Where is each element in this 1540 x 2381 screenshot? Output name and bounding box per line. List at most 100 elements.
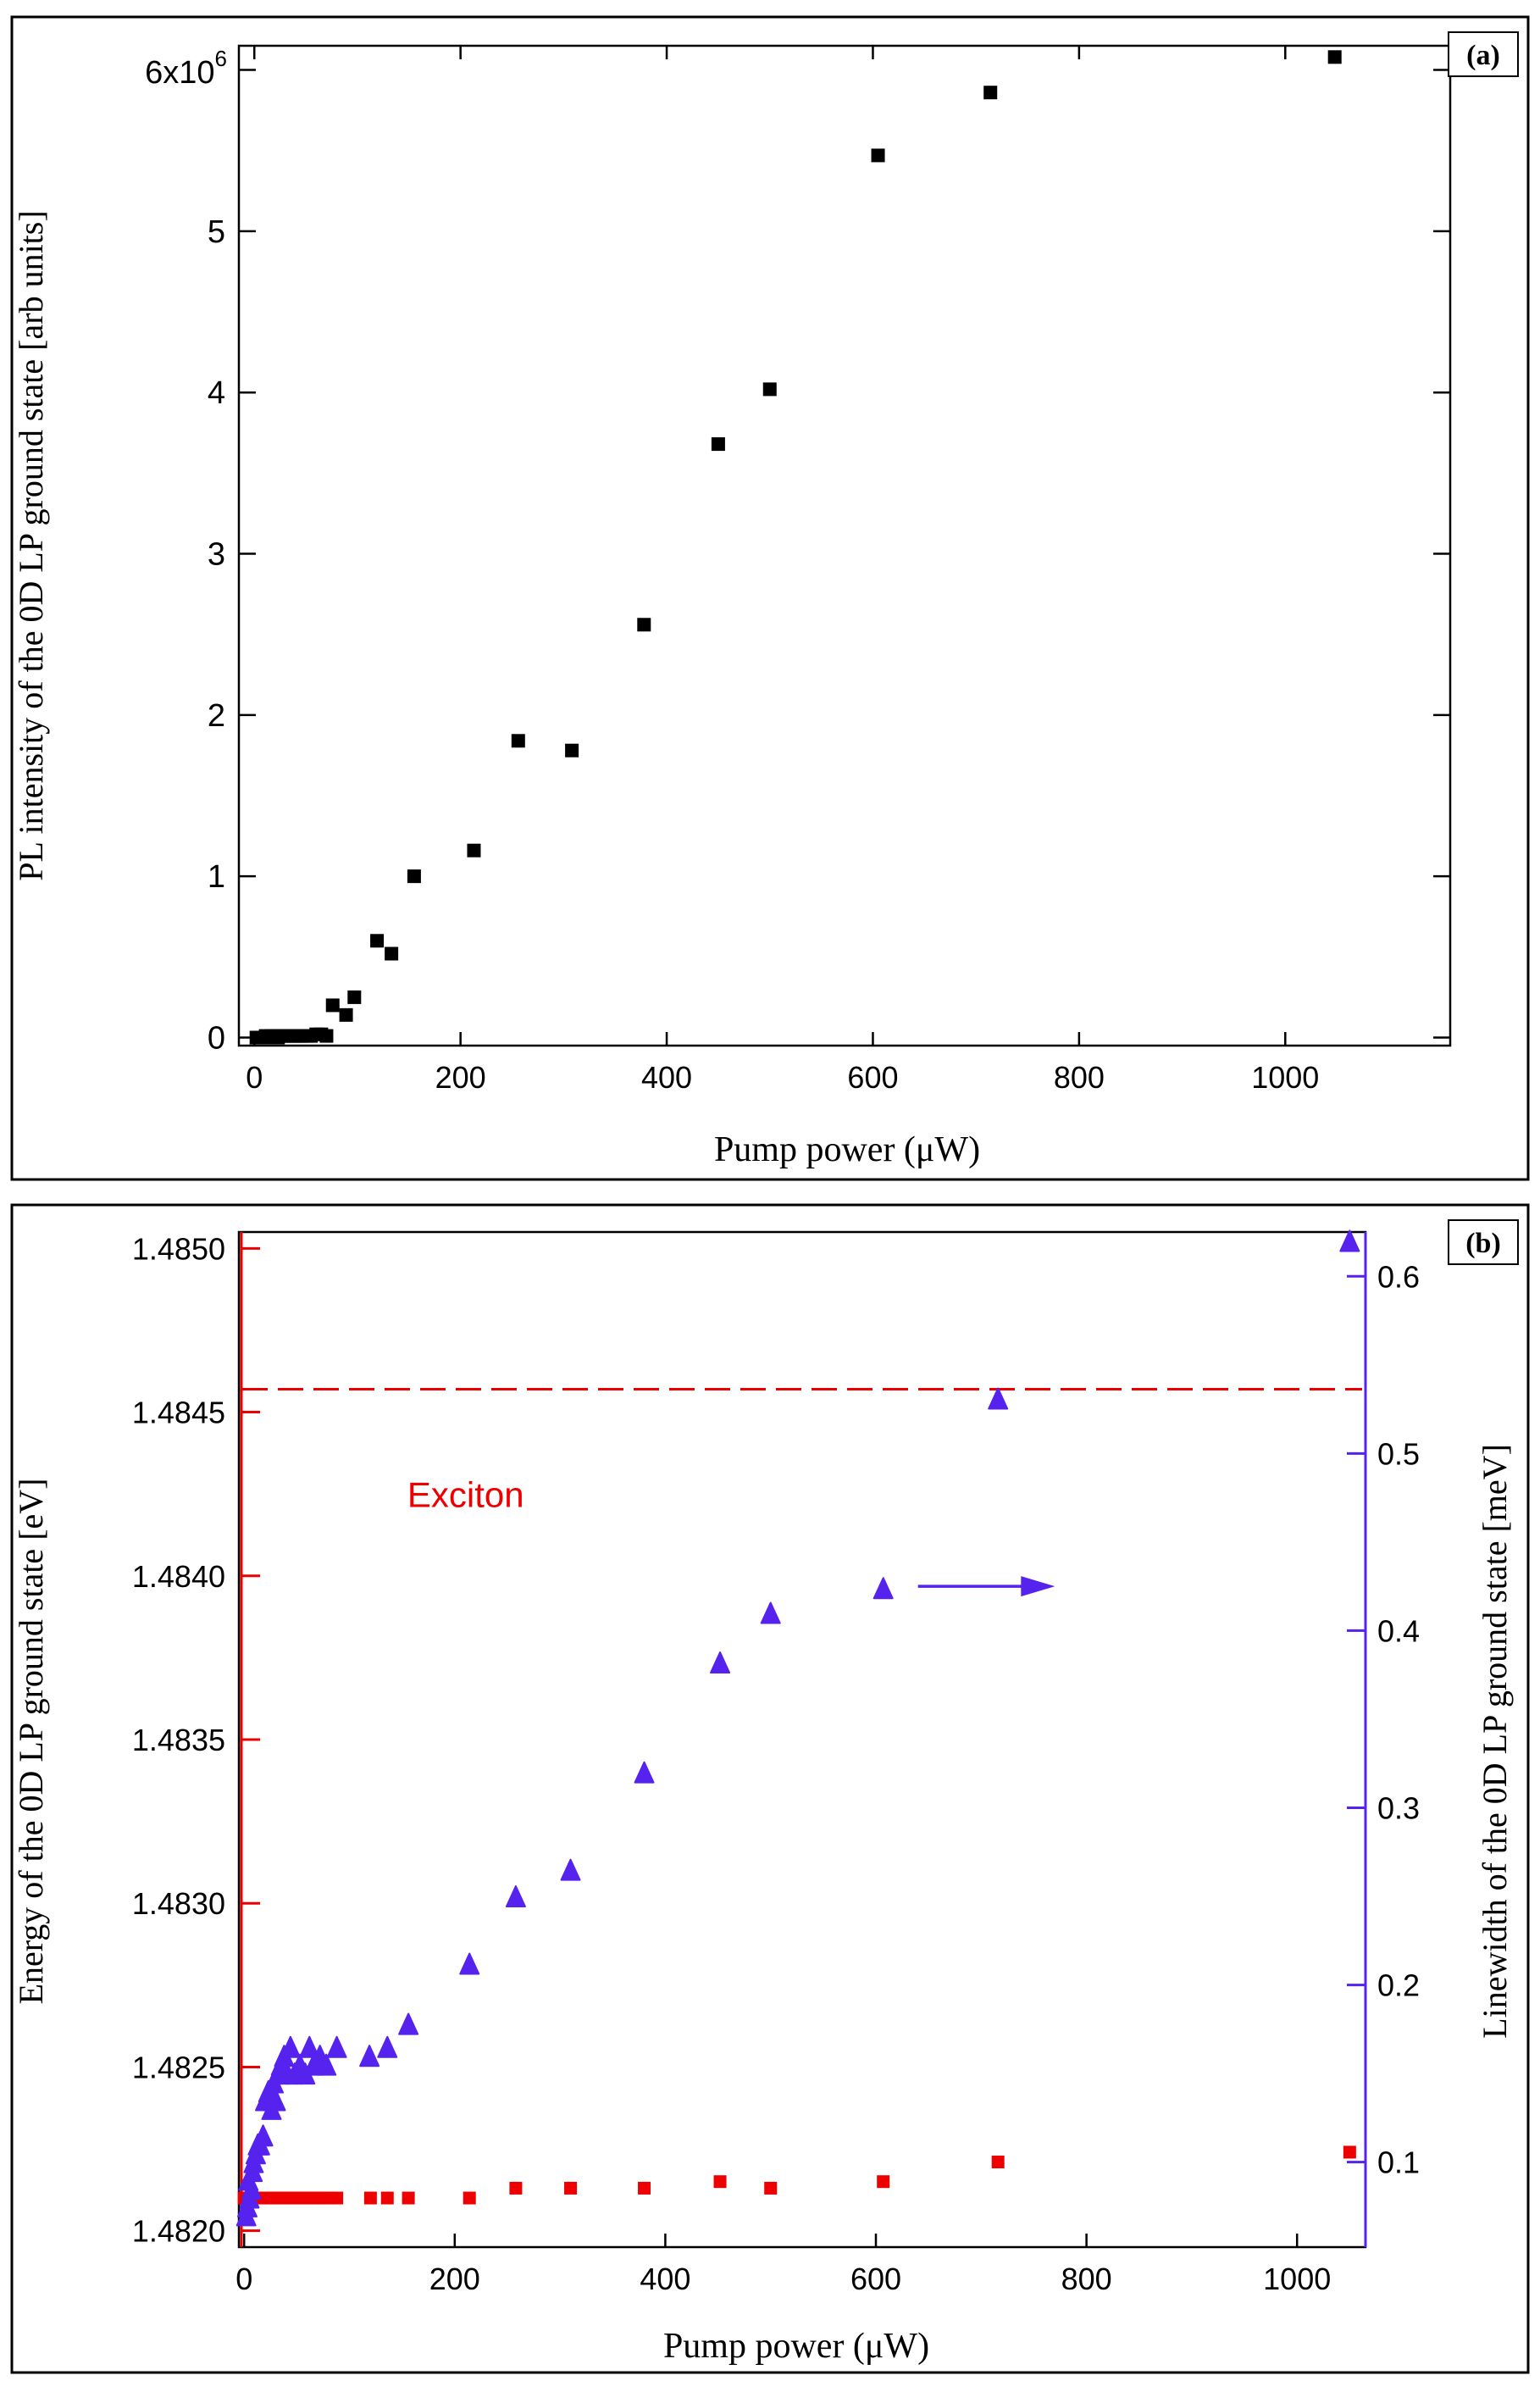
pl-intensity-point [871,148,885,163]
panel-b-y-right-tick-label: 0.5 [1377,1436,1420,1471]
panel-b-y-left-tick-label: 1.4850 [132,1231,225,1266]
energy-point [463,2191,476,2205]
panel-a-y-tick-label: 5 [208,214,225,250]
panel-b-y-left-tick-label: 1.4830 [132,1886,225,1921]
panel-b-label-box [1448,1219,1519,1265]
energy-point [363,2191,377,2205]
linewidth-point [459,1952,480,1975]
panel-a-frame [10,15,1530,1181]
energy-point [330,2191,344,2205]
pl-intensity-point [325,998,340,1013]
panel-a-y-tick-label: 2 [208,698,225,734]
linewidth-point [299,2035,320,2058]
panel-a: 0 200 400 600 800 1000 0 1 2 3 4 5 6x106 (a) Pump … [10,15,1530,1181]
panel-a-x-tick-label: 800 [1054,1060,1105,1095]
panel-a-y-top-tick-label: 6x106 [145,46,227,91]
pl-intensity-point [347,990,362,1004]
panel-a-y-tick-label: 0 [208,1020,225,1056]
linewidth-point [241,2178,262,2201]
panel-a-x-tick-labels: 0 200 400 600 800 1000 [246,1060,1319,1095]
energy-point [713,2175,727,2189]
pl-intensity-point [467,843,481,857]
panel-b-y-right-axis-label: Linewidth of the 0D LP ground state [meV… [1476,1444,1514,2039]
panel-b-x-tick-label: 800 [1061,2262,1112,2296]
energy-point [402,2191,415,2205]
panel-b-label: (b) [1465,1228,1501,1259]
panel-a-y-tick-label: 4 [208,375,225,411]
panel-a-x-tick-label: 400 [641,1060,692,1095]
pl-intensity-point [319,1029,334,1043]
panel-b-x-tick-labels: 0 200 400 600 800 1000 [235,2262,1331,2296]
panel-a-label: (a) [1466,40,1500,71]
linewidth-point [377,2035,398,2058]
panel-b-y-left-axis-label: Energy of the 0D LP ground state [eV] [12,1479,50,2005]
energy-point [877,2175,890,2189]
panel-b-x-tick-label: 600 [850,2262,901,2296]
pl-intensity-point [565,743,579,758]
pl-intensity-point [385,946,399,961]
panel-b-y-right-tick-labels: 0.1 0.2 0.3 0.4 0.5 0.6 [1377,1259,1420,2179]
panel-b-x-tick-label: 1000 [1263,2262,1331,2296]
energy-point [564,2181,578,2195]
panel-b-y-right-tick-label: 0.2 [1377,1968,1420,2003]
pl-intensity-point [711,437,725,452]
panel-a-ticks [239,46,1450,1046]
panel-b-x-tick-label: 200 [429,2262,480,2296]
pl-intensity-point [511,734,525,748]
panel-b-y-right-tick-label: 0.3 [1377,1790,1420,1825]
linewidth-point [398,2012,419,2035]
linewidth-point [326,2035,347,2058]
energy-point [638,2181,651,2195]
linewidth-point [1339,1229,1360,1252]
panel-b-y-left-tick-label: 1.4835 [132,1723,225,1757]
panel-b-plot-area [237,1230,1367,2249]
panel-a-y-tick-labels: 0 1 2 3 4 5 [208,214,225,1057]
panel-b-y-left-tick-labels: 1.4820 1.4825 1.4830 1.4835 1.4840 1.4845 1.48… [132,1231,225,2248]
linewidth-point [252,2124,274,2147]
linewidth-axis-arrow [917,1576,1055,1597]
arrow-head [1021,1576,1055,1597]
panel-b-y-right-tick-label: 0.6 [1377,1259,1420,1294]
pl-intensity-point [762,382,777,397]
panel-b-ticks [241,1246,1366,2247]
panel-a-x-tick-label: 600 [847,1060,898,1095]
panel-b-y-left-tick-label: 1.4840 [132,1559,225,1594]
linewidth-point [265,2089,286,2112]
linewidth-point [505,1885,526,1908]
linewidth-point [872,1577,894,1600]
panel-b-y-right-tick-label: 0.4 [1377,1613,1420,1648]
panel-b-y-right-tick-label: 0.1 [1377,2145,1420,2180]
pl-intensity-point [407,869,421,884]
linewidth-point [988,1387,1009,1410]
pl-intensity-point [983,86,998,100]
exciton-label: Exciton [407,1475,524,1515]
pl-intensity-point [339,1007,353,1022]
panel-a-x-tick-label: 0 [246,1060,263,1095]
panel-b-frame [10,1203,1530,2374]
panel-a-y-tick-label: 3 [208,537,225,573]
panel-a-label-box [1448,31,1519,77]
linewidth-point [280,2035,301,2058]
linewidth-point [316,2053,337,2076]
pl-intensity-point [637,618,651,632]
panel-b-series-energy [237,2145,1356,2205]
energy-point [380,2191,394,2205]
linewidth-point [710,1651,731,1674]
panel-b-x-axis-label: Pump power (μW) [663,2327,929,2366]
panel-a-y-tick-label: 1 [208,859,225,895]
energy-point [764,2181,778,2195]
panel-a-x-axis-label: Pump power (μW) [714,1130,980,1169]
panel-b: 0 200 400 600 800 1000 1.48201.48251.48301.48… [10,1203,1530,2374]
panel-a-plot-area [237,44,1452,1047]
panel-a-y-axis-label: PL intensity of the 0D LP ground state [… [12,210,50,880]
panel-b-x-tick-label: 0 [235,2262,252,2296]
panel-b-y-left-tick-label: 1.4845 [132,1396,225,1430]
panel-a-x-tick-label: 200 [435,1060,486,1095]
panel-a-series-pl-intensity [249,50,1342,1045]
energy-point [1343,2145,1356,2159]
linewidth-point [760,1601,781,1624]
panel-b-y-left-tick-label: 1.4820 [132,2214,225,2249]
panel-a-x-tick-label: 1000 [1251,1060,1319,1095]
linewidth-point [560,1858,581,1881]
